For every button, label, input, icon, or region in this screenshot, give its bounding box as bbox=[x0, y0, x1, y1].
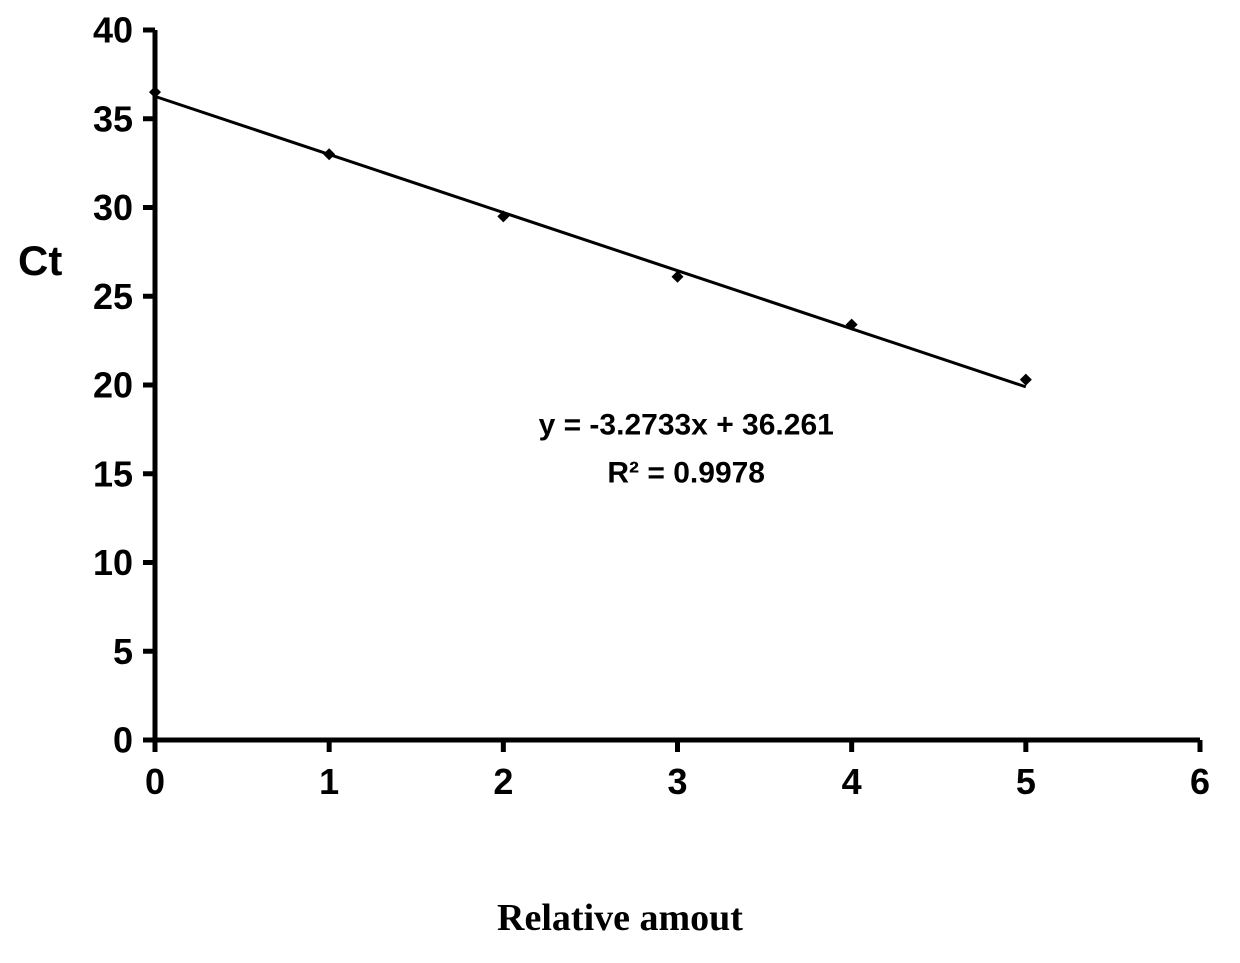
data-point-marker bbox=[1020, 374, 1032, 386]
axes bbox=[155, 30, 1200, 740]
y-tick-label: 25 bbox=[93, 276, 133, 317]
x-ticks: 0 1 2 3 4 5 6 bbox=[145, 740, 1210, 802]
trendline bbox=[155, 96, 1026, 387]
data-point-marker bbox=[323, 148, 335, 160]
trendline-line bbox=[155, 96, 1026, 387]
y-ticks: 0 5 10 15 20 25 30 35 40 bbox=[93, 10, 155, 761]
x-tick-label: 4 bbox=[842, 761, 862, 802]
x-axis-title: Relative amout bbox=[497, 897, 743, 939]
chart-container: 0 5 10 15 20 25 30 35 40 0 1 2 3 4 5 6 Ct Relative amo… bbox=[0, 0, 1240, 963]
ct-vs-relative-amount-chart: 0 5 10 15 20 25 30 35 40 0 1 2 3 4 5 6 Ct Relative amo… bbox=[0, 0, 1240, 963]
x-tick-label: 5 bbox=[1016, 761, 1036, 802]
x-tick-label: 2 bbox=[493, 761, 513, 802]
regression-equation: y = -3.2733x + 36.261 bbox=[539, 409, 834, 442]
data-points bbox=[149, 86, 1032, 386]
y-tick-label: 10 bbox=[93, 542, 133, 583]
y-axis-title: Ct bbox=[18, 237, 62, 284]
x-tick-label: 1 bbox=[319, 761, 339, 802]
x-tick-label: 0 bbox=[145, 761, 165, 802]
y-tick-label: 0 bbox=[113, 720, 133, 761]
y-tick-label: 35 bbox=[93, 98, 133, 139]
r-squared-value: R² = 0.9978 bbox=[607, 457, 765, 490]
y-tick-label: 15 bbox=[93, 453, 133, 494]
y-tick-label: 40 bbox=[93, 10, 133, 51]
x-tick-label: 6 bbox=[1190, 761, 1210, 802]
x-tick-label: 3 bbox=[667, 761, 687, 802]
y-tick-label: 30 bbox=[93, 187, 133, 228]
y-tick-label: 20 bbox=[93, 365, 133, 406]
y-tick-label: 5 bbox=[113, 631, 133, 672]
